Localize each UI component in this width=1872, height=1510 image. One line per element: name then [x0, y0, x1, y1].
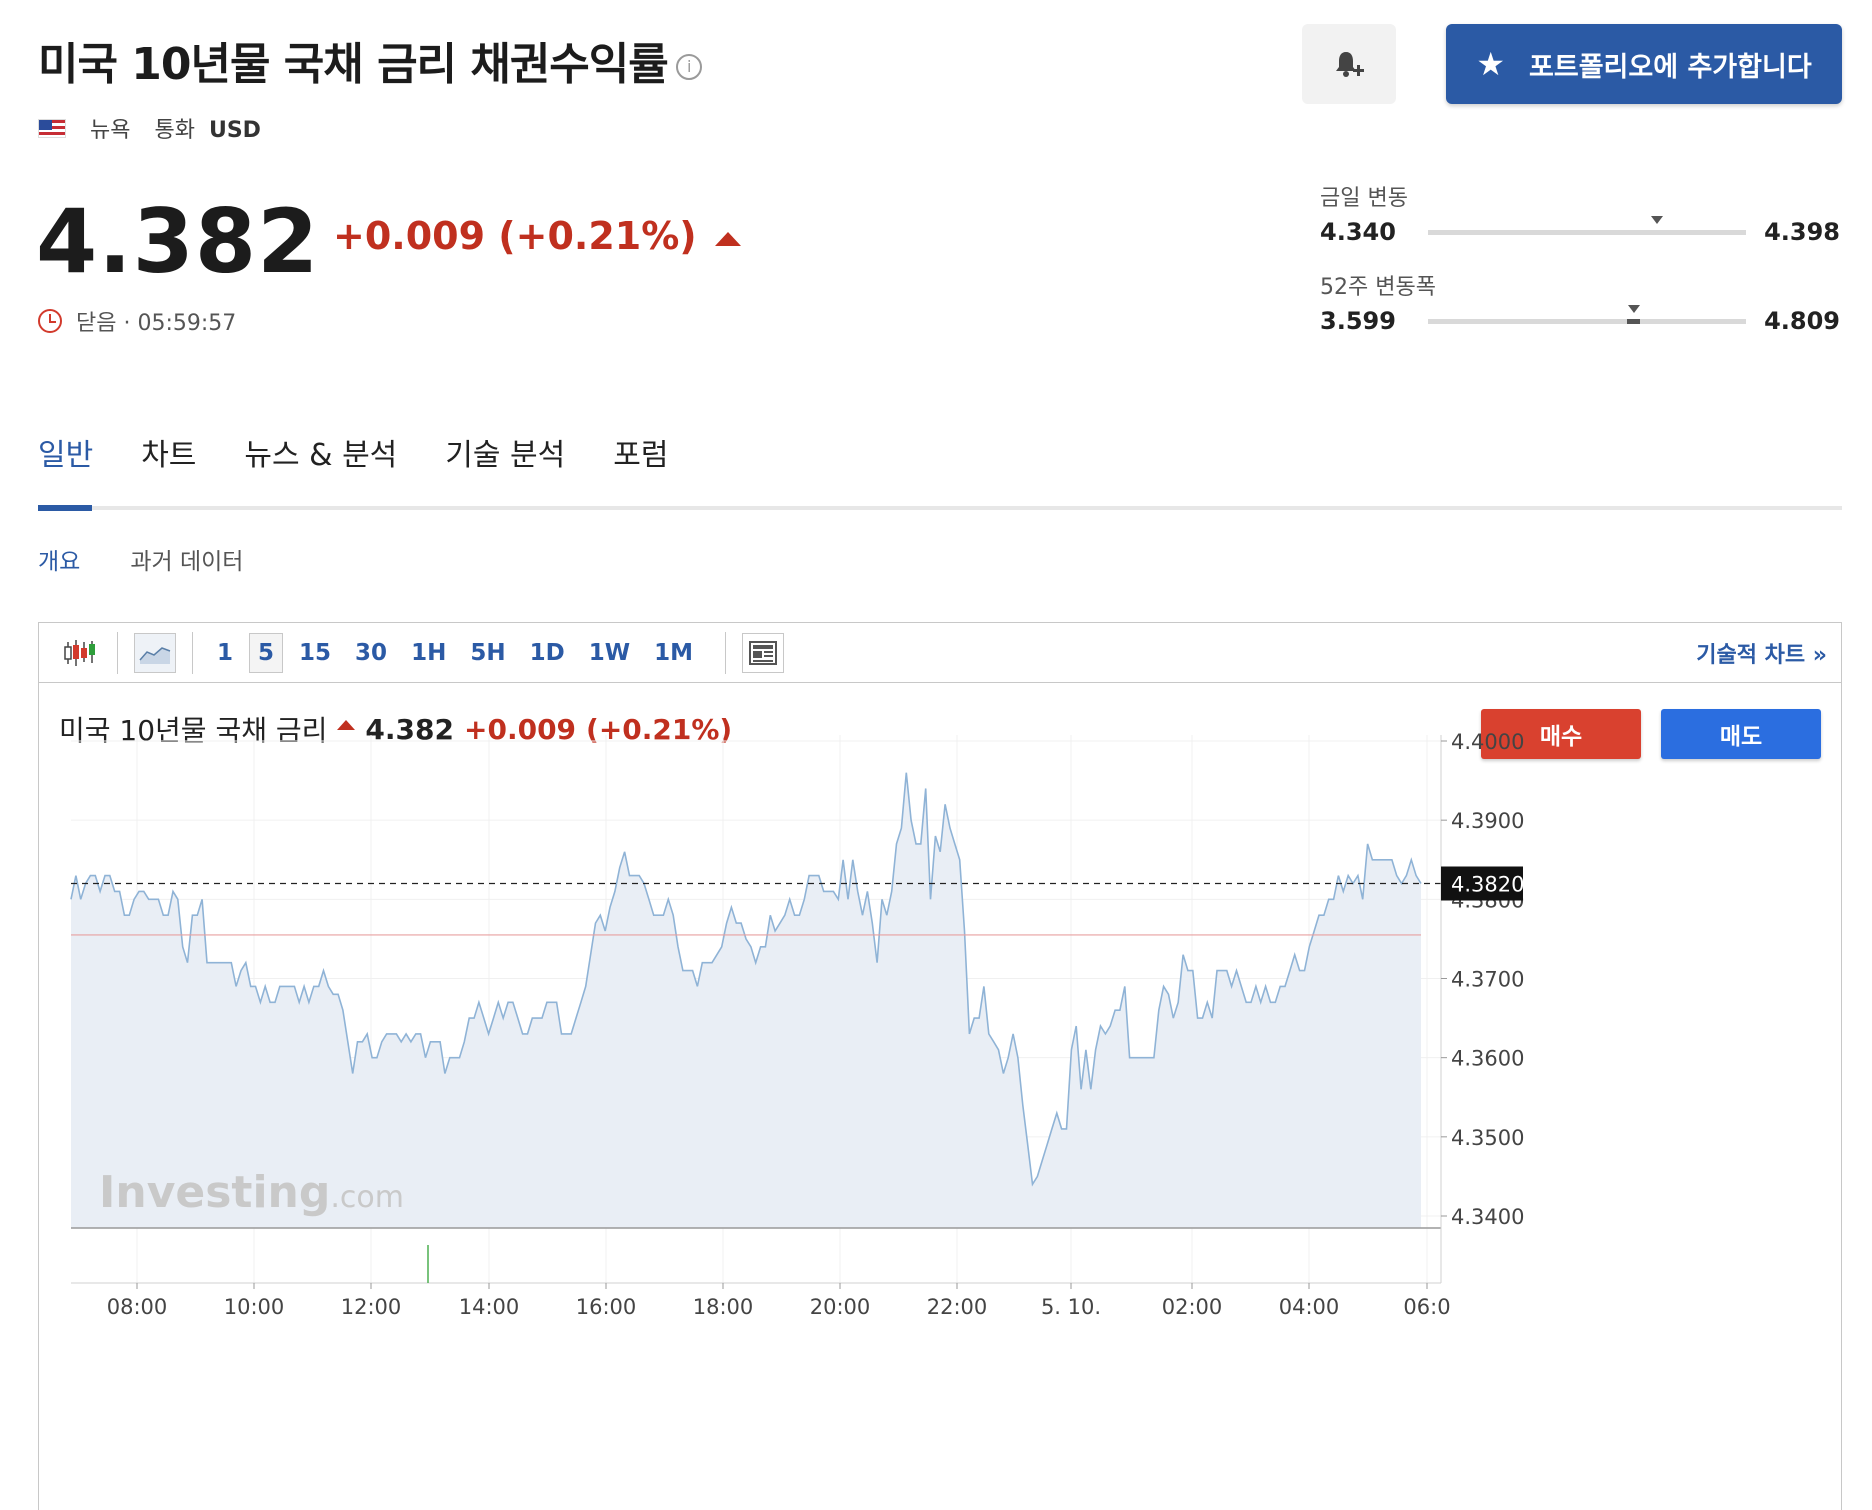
sell-button[interactable]: 매도: [1661, 709, 1821, 759]
price-alert-button[interactable]: [1302, 24, 1396, 104]
tab-overview[interactable]: 일반: [38, 438, 94, 473]
x-tick-label: 20:00: [810, 1295, 871, 1319]
x-tick-label: 02:00: [1162, 1295, 1223, 1319]
day-range: 4.340 4.398: [1320, 215, 1840, 246]
last-price: 4.382: [36, 190, 320, 293]
currency-info: 통화 USD: [154, 112, 260, 144]
add-to-portfolio-button[interactable]: ★ 포트폴리오에 추가합니다: [1446, 24, 1842, 104]
tab-underline: [38, 505, 1842, 511]
y-tick-label: 4.4000: [1451, 730, 1524, 754]
week52-low: 3.599: [1320, 307, 1396, 335]
chart-widget: 1 5 15 30 1H 5H 1D 1W 1M 기술적 차트 » 미국 10년…: [38, 622, 1842, 1510]
week52-range-marker: [1627, 304, 1640, 313]
last-price-label: 4.3820: [1451, 873, 1524, 897]
tab-news[interactable]: 뉴스 & 분석: [244, 438, 398, 473]
interval-1h[interactable]: 1H: [411, 639, 447, 666]
week52-high: 4.809: [1764, 307, 1840, 335]
x-tick-label: 16:00: [576, 1295, 637, 1319]
toolbar-divider: [724, 631, 726, 674]
week52-range-fill: [1627, 318, 1641, 324]
y-tick-label: 4.3900: [1451, 809, 1524, 833]
chart-change-pct: (+0.21%): [586, 712, 733, 746]
chart-toolbar: 1 5 15 30 1H 5H 1D 1W 1M 기술적 차트 »: [39, 623, 1841, 683]
investing-watermark: Investing.com: [99, 1167, 404, 1218]
buy-button[interactable]: 매수: [1481, 709, 1641, 759]
y-tick-label: 4.3600: [1451, 1047, 1524, 1071]
tab-active-indicator: [38, 505, 92, 511]
x-tick-label: 18:00: [693, 1295, 754, 1319]
week52-range-bar: [1428, 304, 1747, 324]
tab-forum[interactable]: 포럼: [613, 438, 669, 473]
tab-technical[interactable]: 기술 분석: [445, 438, 566, 473]
page-title: 미국 10년물 국채 금리 채권수익률 i: [38, 28, 702, 92]
chart-change: +0.009: [464, 712, 577, 746]
price-line: [70, 772, 1422, 1187]
sub-tabs: 개요 과거 데이터: [38, 542, 243, 576]
price-area: [71, 772, 1421, 1228]
interval-5[interactable]: 5: [249, 632, 284, 673]
x-tick-label: 08:00: [107, 1295, 168, 1319]
interval-30[interactable]: 30: [355, 639, 388, 666]
up-arrow-icon: [714, 231, 741, 246]
interval-1d[interactable]: 1D: [529, 639, 565, 666]
x-tick-label: 22:00: [927, 1295, 988, 1319]
day-low: 4.340: [1320, 218, 1396, 246]
x-tick-label: 04:00: [1279, 1295, 1340, 1319]
subtab-historical-data[interactable]: 과거 데이터: [130, 549, 244, 575]
bell-plus-icon: [1336, 52, 1364, 77]
x-tick-label: 12:00: [341, 1295, 402, 1319]
instrument-meta: 뉴욕 통화 USD: [38, 112, 261, 144]
up-arrow-icon: [337, 720, 356, 730]
price-change-value: +0.009 (+0.21%): [333, 214, 697, 258]
last-price-box: [1441, 866, 1523, 901]
week52-range-label: 52주 변동폭: [1320, 275, 1436, 300]
price-chart[interactable]: 4.40004.39004.38004.37004.36004.35004.34…: [39, 623, 1843, 1510]
us-flag-icon: [38, 118, 66, 138]
interval-1m[interactable]: 1M: [654, 639, 693, 666]
interval-1w[interactable]: 1W: [588, 639, 631, 666]
currency-code: USD: [208, 118, 261, 143]
area-chart-icon[interactable]: [134, 632, 176, 673]
currency-label: 통화: [154, 118, 195, 143]
news-icon[interactable]: [741, 632, 784, 673]
star-icon: ★: [1476, 45, 1506, 83]
day-range-bar: [1428, 215, 1747, 235]
exchange-name: 뉴욕: [90, 118, 131, 143]
subtab-summary[interactable]: 개요: [38, 549, 81, 575]
clock-icon: [38, 309, 62, 333]
technical-chart-link[interactable]: 기술적 차트 »: [1696, 643, 1827, 668]
interval-5h[interactable]: 5H: [470, 639, 506, 666]
price-change: +0.009 (+0.21%): [333, 214, 741, 258]
toolbar-divider: [192, 631, 193, 674]
main-tabs: 일반 차트 뉴스 & 분석 기술 분석 포럼: [38, 430, 668, 474]
y-tick-label: 4.3400: [1451, 1205, 1524, 1229]
tab-chart[interactable]: 차트: [141, 438, 197, 473]
candlestick-icon[interactable]: [59, 633, 101, 673]
chart-last-price: 4.382: [365, 712, 454, 746]
market-status-text: 닫음 · 05:59:57: [76, 311, 237, 336]
interval-15[interactable]: 15: [299, 639, 332, 666]
day-range-label: 금일 변동: [1320, 186, 1408, 211]
add-to-portfolio-label: 포트폴리오에 추가합니다: [1529, 51, 1812, 83]
market-status: 닫음 · 05:59:57: [38, 305, 236, 337]
week52-range: 3.599 4.809: [1320, 304, 1840, 335]
toolbar-divider: [117, 631, 118, 674]
x-tick-label: 06:0: [1403, 1295, 1450, 1319]
x-tick-label: 5. 10.: [1041, 1295, 1101, 1319]
day-range-marker: [1651, 215, 1664, 224]
info-icon[interactable]: i: [675, 54, 702, 80]
title-text: 미국 10년물 국채 금리 채권수익률: [38, 39, 669, 90]
y-tick-label: 4.3500: [1451, 1126, 1524, 1150]
x-tick-label: 10:00: [224, 1295, 285, 1319]
interval-1[interactable]: 1: [217, 639, 234, 666]
day-high: 4.398: [1764, 218, 1840, 246]
y-tick-label: 4.3700: [1451, 968, 1524, 992]
x-tick-label: 14:00: [459, 1295, 520, 1319]
